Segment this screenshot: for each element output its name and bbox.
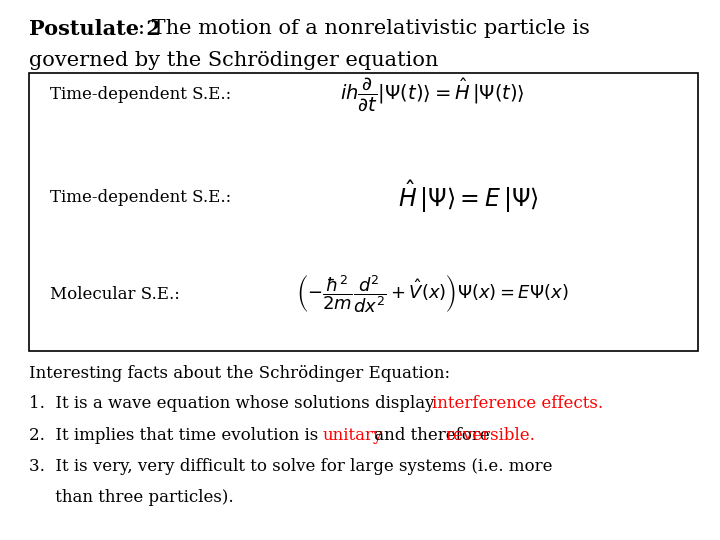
Text: $\left(-\dfrac{\hbar^2}{2m}\dfrac{d^2}{dx^2}+\hat{V}(x)\right)\Psi(x) = E\Psi(x): $\left(-\dfrac{\hbar^2}{2m}\dfrac{d^2}{d… xyxy=(296,273,568,315)
Text: and therefore: and therefore xyxy=(369,427,495,443)
Text: interference effects.: interference effects. xyxy=(432,395,603,412)
Text: Time-dependent S.E.:: Time-dependent S.E.: xyxy=(50,86,232,103)
Text: reversible.: reversible. xyxy=(445,427,535,443)
Text: Postulate 2: Postulate 2 xyxy=(29,19,161,39)
Text: $\hat{H}\,|\Psi\rangle = E\,|\Psi\rangle$: $\hat{H}\,|\Psi\rangle = E\,|\Psi\rangle… xyxy=(397,179,539,215)
Text: 1.  It is a wave equation whose solutions display: 1. It is a wave equation whose solutions… xyxy=(29,395,439,412)
Text: than three particles).: than three particles). xyxy=(29,489,233,506)
Text: Molecular S.E.:: Molecular S.E.: xyxy=(50,286,180,303)
Text: Interesting facts about the Schrödinger Equation:: Interesting facts about the Schrödinger … xyxy=(29,364,450,381)
Text: $ih\dfrac{\partial}{\partial t}|\Psi(t)\rangle = \hat{H}\,|\Psi(t)\rangle$: $ih\dfrac{\partial}{\partial t}|\Psi(t)\… xyxy=(340,76,524,113)
Text: unitary: unitary xyxy=(323,427,383,443)
Text: 3.  It is very, very difficult to solve for large systems (i.e. more: 3. It is very, very difficult to solve f… xyxy=(29,458,552,475)
FancyBboxPatch shape xyxy=(29,73,698,351)
Text: : The motion of a nonrelativistic particle is: : The motion of a nonrelativistic partic… xyxy=(138,19,590,38)
Text: 2.  It implies that time evolution is: 2. It implies that time evolution is xyxy=(29,427,323,443)
Text: governed by the Schrödinger equation: governed by the Schrödinger equation xyxy=(29,51,438,70)
Text: Time-dependent S.E.:: Time-dependent S.E.: xyxy=(50,188,232,206)
